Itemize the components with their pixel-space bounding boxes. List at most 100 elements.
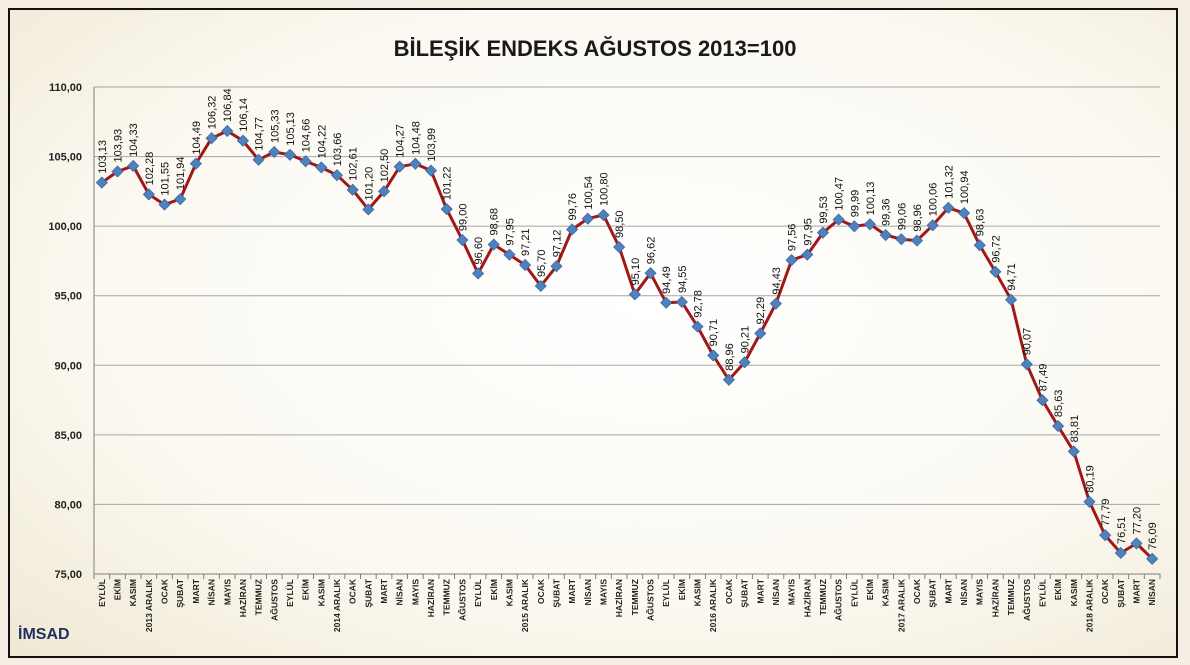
x-tick-label: KASIM [1069,579,1079,606]
data-point-marker [330,169,344,182]
data-label: 99,99 [849,190,861,218]
data-label: 98,63 [975,209,987,237]
x-tick-label: 2018 ARALIK [1084,578,1094,632]
data-point-marker [707,349,720,362]
data-point-marker [236,134,249,147]
x-tick-label: AĞUSTOS [268,579,279,621]
y-tick-label: 100,00 [48,221,82,233]
data-label: 97,95 [802,218,814,246]
x-tick-label: EKİM [1053,579,1063,600]
data-label: 97,21 [520,228,532,256]
x-tick-label: NİSAN [959,579,969,605]
data-point-marker [1146,552,1159,565]
x-tick-label: OCAK [536,578,546,604]
data-label: 104,77 [254,117,266,151]
data-point-marker [424,164,438,177]
data-point-marker [315,161,328,174]
x-tick-label: MAYIS [222,579,232,605]
x-tick-label: HAZİRAN [990,579,1000,617]
x-tick-label: KASIM [128,579,138,606]
data-label: 100,13 [865,182,877,216]
x-tick-label: 2017 ARALIK [896,578,906,632]
x-tick-label: ŞUBAT [740,578,750,607]
data-label: 99,36 [881,199,893,227]
data-label: 76,51 [1116,516,1128,544]
data-point-marker [973,239,986,252]
data-label: 77,79 [1100,499,1112,527]
data-label: 85,63 [1053,390,1065,418]
data-point-marker [205,132,218,145]
data-point-marker [581,212,594,225]
data-point-marker [1099,529,1112,542]
data-label: 106,84 [222,88,234,122]
x-tick-label: EYLÜL [849,579,859,607]
data-label: 76,09 [1147,522,1159,550]
data-point-marker [1114,546,1127,560]
data-label: 97,95 [504,218,516,246]
x-tick-label: EYLÜL [661,579,671,607]
x-tick-label: EYLÜL [1037,579,1047,607]
data-label: 104,66 [301,119,313,153]
data-point-marker [722,373,735,386]
data-label: 97,56 [787,224,799,252]
data-label: 94,55 [677,265,689,293]
x-tick-label: EYLÜL [285,579,295,607]
x-tick-label: MAYIS [410,579,420,605]
x-tick-label: EKİM [113,579,123,600]
x-tick-label: HAZİRAN [238,579,248,617]
data-label: 88,96 [724,343,736,371]
data-label: 103,13 [97,140,109,174]
x-tick-label: 2014 ARALIK [332,578,342,632]
x-tick-label: KASIM [693,579,703,606]
data-point-marker [566,223,579,236]
data-point-marker [816,226,830,239]
data-point-marker [910,234,924,247]
x-tick-label: OCAK [1100,578,1110,604]
x-tick-label: KASIM [316,579,326,606]
data-point-marker [346,183,359,196]
data-point-marker [628,288,641,301]
x-tick-label: 2015 ARALIK [520,578,530,632]
x-tick-label: HAZİRAN [614,579,624,617]
data-label: 99,76 [567,193,579,221]
data-point-marker [519,258,532,272]
data-label: 90,71 [708,319,720,347]
data-point-marker [221,124,234,138]
data-point-marker [1130,537,1143,550]
data-label: 106,32 [207,96,219,130]
x-tick-label: MART [379,578,389,603]
data-point-marker [801,248,814,261]
x-tick-label: ŞUBAT [175,578,185,607]
data-label: 101,94 [175,156,187,190]
data-label: 95,10 [630,258,642,286]
data-label: 77,20 [1131,507,1143,535]
data-point-marker [989,265,1002,278]
data-label: 103,66 [332,133,344,167]
data-point-marker [942,201,955,214]
data-point-marker [142,188,155,201]
x-tick-label: ŞUBAT [1116,578,1126,607]
data-point-marker [158,198,171,211]
data-label: 100,94 [959,170,971,204]
data-label: 102,28 [144,152,156,186]
x-tick-label: AĞUSTOS [456,579,467,621]
data-label: 103,99 [426,128,438,162]
x-tick-label: AĞUSTOS [1021,579,1032,621]
data-label: 94,71 [1006,263,1018,291]
data-label: 104,22 [316,125,328,159]
data-label: 101,20 [363,167,375,201]
x-tick-label: EKİM [865,579,875,600]
x-tick-label: HAZİRAN [802,579,812,617]
x-tick-label: 2013 ARALIK [144,578,154,632]
x-tick-label: NİSAN [207,579,217,605]
x-tick-label: ŞUBAT [928,578,938,607]
data-label: 90,07 [1022,328,1034,356]
data-label: 99,53 [818,196,830,224]
data-label: 100,47 [834,177,846,211]
data-point-marker [644,267,657,280]
x-tick-label: TEMMUZ [254,579,264,615]
x-tick-label: MAYIS [975,579,985,605]
data-label: 92,78 [693,290,705,318]
x-tick-label: TEMMUZ [818,579,828,615]
